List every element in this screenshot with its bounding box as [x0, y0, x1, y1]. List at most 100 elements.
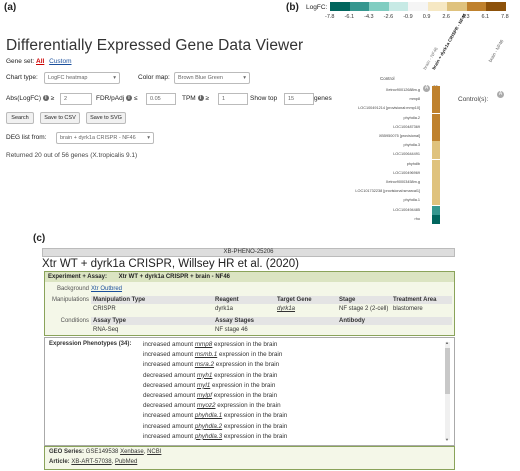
gene-set-label: Gene set:: [6, 58, 35, 65]
manip-header-target: Target Gene: [277, 297, 312, 303]
chart-type-select[interactable]: LogFC heatmap ▾: [44, 72, 120, 84]
manip-stage: NF stage 2 (2-cell): [339, 306, 389, 312]
manip-header-reagent: Reagent: [215, 297, 239, 303]
colorbar-segment: [427, 2, 448, 11]
fdr-input[interactable]: 0.05: [146, 93, 176, 105]
manip-target-gene-link[interactable]: dyrk1a: [277, 306, 296, 312]
deg-list-label: DEG list from:: [6, 134, 47, 141]
gene-row-label: phyhdla.3: [403, 143, 420, 148]
colorbar-tick-label: 2.6: [442, 14, 450, 20]
phenotype-location: expression in the brain: [210, 381, 276, 389]
phenotype-gene-link[interactable]: phyhdla.3: [194, 432, 223, 440]
heatmap-cell[interactable]: [432, 196, 440, 206]
leq-symbol: ≤: [133, 95, 138, 102]
save-csv-button[interactable]: Save to CSV: [40, 112, 80, 124]
phenotype-gene-link[interactable]: phyhdla.1: [194, 412, 223, 420]
abs-logfc-input[interactable]: 2: [60, 93, 92, 105]
gene-row-label: rho: [414, 216, 421, 221]
gene-set-all-link[interactable]: All: [36, 58, 45, 65]
phenotype-item: decreased amount myh1 expression in the …: [143, 372, 277, 379]
heatmap-cell[interactable]: [432, 132, 440, 141]
manipulation-header-row: [91, 296, 452, 304]
deg-list-select[interactable]: brain + dyrk1a CRISPR - NF46 ▾: [56, 132, 154, 144]
heatmap-cell[interactable]: [432, 141, 440, 151]
info-icon[interactable]: i: [126, 95, 132, 102]
colorbar-segment: [447, 2, 468, 11]
phenotype-amount: increased amount: [143, 341, 195, 348]
background-link[interactable]: Xtr Outbred: [91, 286, 123, 292]
fdr-group: FDR/pAdj i ≤: [96, 95, 137, 102]
cond-stages: NF stage 46: [215, 327, 248, 333]
info-icon[interactable]: i: [197, 95, 204, 102]
heatmap-cell[interactable]: [432, 159, 440, 169]
colorbar-segment: [408, 2, 429, 11]
scrollbar-thumb[interactable]: [445, 348, 450, 394]
heatmap-cell[interactable]: [432, 187, 440, 197]
phenotype-location: expression in the brain: [217, 351, 283, 359]
heatmap-cell[interactable]: [432, 214, 440, 224]
colorbar-legend: [330, 2, 507, 11]
gene-row-label: phyhdla.2: [403, 115, 420, 120]
color-map-select[interactable]: Brown Blue Green ▾: [174, 72, 250, 84]
manip-header-area: Treatment Area: [393, 297, 437, 303]
colorbar-segment: [349, 2, 370, 11]
record-id: XB-PHENO-25206: [42, 248, 455, 257]
gene-set-custom-link[interactable]: Custom: [49, 58, 72, 65]
geo-xenbase-link[interactable]: Xenbase: [120, 449, 144, 455]
geq-symbol: ≥: [50, 95, 55, 102]
phenotype-amount: increased amount: [143, 361, 195, 369]
scroll-down-icon[interactable]: ▼: [445, 437, 449, 442]
geo-ncbi-link[interactable]: NCBI: [147, 449, 162, 455]
manip-header-stage: Stage: [339, 297, 356, 303]
phenotype-gene-link[interactable]: msmb.1: [194, 351, 218, 359]
colorbar-segment: [369, 2, 390, 11]
heatmap-cell[interactable]: [432, 113, 440, 123]
article-id-link[interactable]: XB-ART-57038: [71, 459, 112, 465]
legend-label: LogFC:: [306, 4, 328, 11]
condition-header-row: [91, 317, 452, 325]
phenotype-gene-link[interactable]: mylpf: [196, 392, 212, 399]
fdr-label: FDR/pAdj: [96, 95, 125, 102]
heatmap-cell[interactable]: [432, 168, 440, 178]
phenotype-amount: decreased amount: [143, 381, 197, 389]
search-button[interactable]: Search: [6, 112, 34, 124]
gene-row-label: LOC100644491: [393, 152, 420, 157]
heatmap-cell[interactable]: [432, 95, 440, 105]
colorbar-segment: [466, 2, 487, 11]
phenotype-gene-link[interactable]: myoz2: [196, 402, 216, 410]
heatmap-cell[interactable]: [432, 205, 440, 215]
heatmap-cell[interactable]: [432, 104, 440, 114]
experiment-box: Experiment + Assay: Xtr WT + dyrk1a CRIS…: [44, 271, 455, 336]
article-pubmed-link[interactable]: PubMed: [114, 459, 138, 465]
column-headers: brain - NF46 brain + dyrk1a CRISPR - NF46: [410, 13, 467, 72]
phenotype-amount: increased amount: [143, 412, 195, 420]
heatmap-cell[interactable]: [432, 86, 440, 95]
save-svg-button[interactable]: Save to SVG: [86, 112, 126, 124]
phenotype-item: increased amount phyhdla.1 expression in…: [143, 412, 287, 419]
gene-row-label: phyhdla.1: [403, 198, 420, 203]
phenotype-location: expression in the brain: [212, 341, 278, 348]
info-icon[interactable]: i: [42, 95, 49, 102]
phenotypes-label: Expression Phenotypes (34):: [49, 341, 132, 347]
geo-id: GSE149538: [85, 449, 119, 455]
heatmap-cell[interactable]: [432, 122, 440, 132]
phenotype-gene-link[interactable]: msra.2: [194, 361, 215, 369]
phenotype-item: increased amount msmb.1 expression in th…: [143, 351, 282, 358]
tpm-input[interactable]: 1: [218, 93, 248, 105]
phenotype-gene-link[interactable]: mmp8: [194, 341, 213, 348]
scroll-up-icon[interactable]: ▲: [445, 340, 449, 345]
heatmap-cell[interactable]: [432, 150, 440, 160]
panel-b-label: (b): [286, 2, 299, 13]
phenotype-gene-link[interactable]: myl1: [196, 381, 211, 389]
cond-header-antibody: Antibody: [339, 318, 365, 324]
phenotype-gene-link[interactable]: phyhdla.2: [194, 422, 223, 430]
heatmap-cell[interactable]: [432, 178, 440, 187]
phenotype-gene-link[interactable]: myh1: [196, 371, 213, 379]
phenotype-amount: increased amount: [143, 351, 195, 359]
show-top-input[interactable]: 15: [284, 93, 314, 105]
chart-type-value: LogFC heatmap: [48, 75, 88, 81]
controls-column-label: brain - NF46: [487, 38, 505, 63]
abs-logfc-label: Abs(LogFC): [6, 95, 42, 102]
colorbar-tick-label: -0.9: [403, 14, 413, 20]
scrollbar[interactable]: ▲ ▼: [445, 340, 450, 442]
